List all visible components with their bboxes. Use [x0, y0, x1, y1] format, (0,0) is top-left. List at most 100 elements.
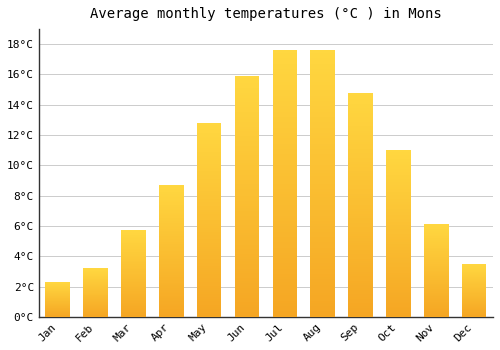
Bar — [197, 315, 222, 317]
Bar — [348, 207, 373, 209]
Bar — [84, 279, 108, 280]
Bar — [84, 309, 108, 310]
Bar — [197, 185, 222, 187]
Bar — [348, 306, 373, 308]
Bar — [234, 144, 260, 146]
Bar — [197, 228, 222, 230]
Bar — [310, 285, 335, 287]
Bar — [310, 61, 335, 64]
Bar — [272, 117, 297, 120]
Bar — [159, 199, 184, 201]
Bar — [159, 213, 184, 214]
Bar — [159, 272, 184, 273]
Bar — [197, 156, 222, 158]
Bar — [159, 289, 184, 290]
Bar — [272, 285, 297, 287]
Bar — [234, 158, 260, 160]
Bar — [310, 58, 335, 61]
Bar — [272, 160, 297, 162]
Bar — [272, 69, 297, 72]
Bar — [84, 303, 108, 304]
Bar — [424, 303, 448, 304]
Bar — [272, 287, 297, 290]
Bar — [310, 194, 335, 197]
Bar — [234, 273, 260, 276]
Bar — [310, 88, 335, 90]
Bar — [197, 189, 222, 191]
Bar — [234, 81, 260, 83]
Bar — [121, 253, 146, 254]
Bar — [272, 77, 297, 79]
Bar — [121, 237, 146, 238]
Bar — [197, 191, 222, 193]
Bar — [84, 312, 108, 313]
Bar — [159, 196, 184, 197]
Bar — [197, 164, 222, 166]
Bar — [121, 248, 146, 250]
Bar — [310, 130, 335, 133]
Bar — [386, 282, 410, 284]
Bar — [386, 299, 410, 300]
Bar — [159, 312, 184, 313]
Bar — [386, 194, 410, 195]
Bar — [197, 187, 222, 189]
Bar — [424, 285, 448, 286]
Bar — [348, 182, 373, 184]
Bar — [348, 140, 373, 142]
Bar — [121, 274, 146, 275]
Bar — [121, 306, 146, 307]
Bar — [386, 315, 410, 317]
Bar — [272, 245, 297, 247]
Bar — [272, 141, 297, 144]
Bar — [386, 178, 410, 180]
Bar — [234, 160, 260, 163]
Bar — [272, 194, 297, 197]
Bar — [234, 155, 260, 158]
Bar — [121, 259, 146, 260]
Bar — [462, 298, 486, 299]
Bar — [424, 267, 448, 268]
Bar — [84, 301, 108, 302]
Bar — [121, 292, 146, 293]
Bar — [234, 175, 260, 177]
Bar — [197, 218, 222, 220]
Bar — [84, 295, 108, 296]
Bar — [348, 243, 373, 245]
Bar — [462, 280, 486, 281]
Bar — [197, 237, 222, 239]
Bar — [424, 305, 448, 306]
Bar — [310, 199, 335, 202]
Bar — [197, 262, 222, 265]
Bar — [234, 182, 260, 184]
Bar — [121, 278, 146, 279]
Bar — [159, 206, 184, 208]
Bar — [424, 258, 448, 259]
Bar — [197, 148, 222, 150]
Bar — [234, 209, 260, 211]
Bar — [348, 128, 373, 131]
Bar — [234, 163, 260, 165]
Bar — [424, 245, 448, 246]
Bar — [159, 282, 184, 284]
Bar — [310, 242, 335, 245]
Bar — [310, 53, 335, 56]
Bar — [121, 305, 146, 306]
Bar — [348, 310, 373, 312]
Bar — [121, 267, 146, 268]
Bar — [197, 181, 222, 183]
Bar — [310, 98, 335, 101]
Bar — [159, 214, 184, 215]
Bar — [197, 286, 222, 288]
Bar — [348, 135, 373, 138]
Bar — [197, 172, 222, 173]
Bar — [159, 197, 184, 198]
Bar — [159, 275, 184, 276]
Bar — [310, 272, 335, 274]
Bar — [197, 274, 222, 276]
Bar — [84, 314, 108, 315]
Bar — [121, 301, 146, 302]
Bar — [424, 230, 448, 231]
Bar — [84, 288, 108, 289]
Bar — [272, 202, 297, 205]
Bar — [310, 250, 335, 253]
